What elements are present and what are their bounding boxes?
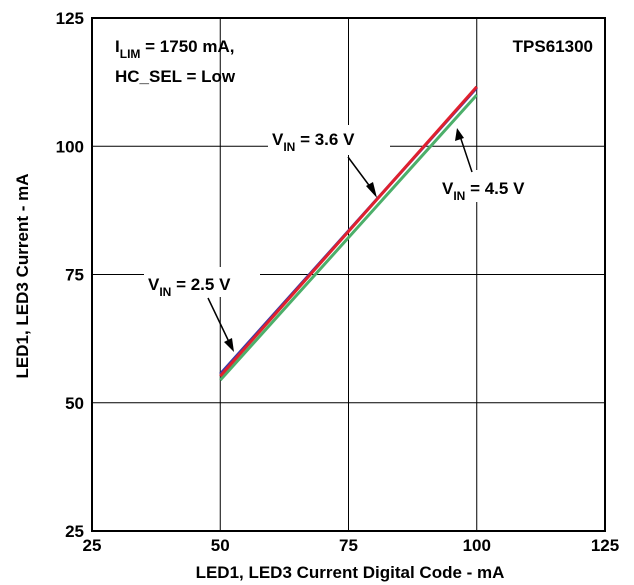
arrowhead-icon	[366, 182, 377, 198]
annotation-background	[268, 125, 390, 155]
tick-labels: 25 50 75 100 125 25 50 75 100 125	[56, 9, 620, 555]
annotation-vin-2-5: VIN = 2.5 V	[144, 267, 260, 352]
condition-hc-sel: HC_SEL = Low	[115, 67, 236, 86]
y-tick-label: 75	[65, 266, 84, 285]
y-tick-label: 25	[65, 522, 84, 541]
plot-frame	[91, 17, 606, 532]
arrowhead-icon	[455, 128, 464, 141]
annotation-background	[438, 170, 556, 202]
annotation-pointer	[459, 135, 473, 173]
device-label: TPS61300	[513, 37, 593, 56]
x-tick-label: 50	[211, 536, 230, 555]
series-line-4-5	[219, 93, 478, 382]
x-tick-label: 25	[83, 536, 102, 555]
y-tick-label: 125	[56, 9, 84, 28]
x-tick-label: 75	[339, 536, 358, 555]
annotation-label-vin-2-5: VIN = 2.5 V	[148, 275, 231, 299]
y-tick-label: 100	[56, 137, 84, 156]
annotation-background	[144, 267, 260, 297]
annotation-label-vin-3-6: VIN = 3.6 V	[272, 130, 355, 154]
annotation-vin-3-6: VIN = 3.6 V	[268, 125, 390, 198]
annotation-vin-4-5: VIN = 4.5 V	[438, 128, 556, 203]
y-axis-label: LED1, LED3 Current - mA	[13, 174, 32, 379]
arrowhead-icon	[224, 338, 234, 352]
condition-ilim: ILIM = 1750 mA,	[115, 37, 234, 61]
annotation-label-vin-4-5: VIN = 4.5 V	[442, 179, 525, 203]
series-line-3-6	[219, 85, 478, 378]
x-axis-label: LED1, LED3 Current Digital Code - mA	[196, 563, 505, 582]
annotation-pointer	[207, 297, 231, 345]
series-layer	[219, 85, 478, 382]
y-tick-label: 50	[65, 394, 84, 413]
x-tick-label: 125	[591, 536, 619, 555]
x-tick-label: 100	[463, 536, 491, 555]
